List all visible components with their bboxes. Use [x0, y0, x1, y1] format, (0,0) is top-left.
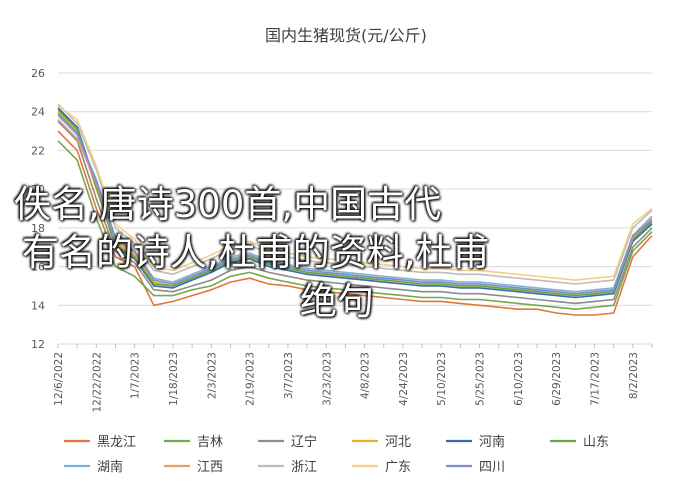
x-tick-label: 5/10/2023	[436, 352, 448, 406]
legend-label: 黑龙江	[97, 435, 136, 450]
y-tick-label: 18	[31, 222, 45, 235]
legend-item: 广东	[352, 460, 411, 475]
x-tick-label: 2/3/2023	[206, 352, 218, 399]
x-tick-label: 2/19/2023	[245, 352, 257, 406]
x-axis: 12/6/2022 12/22/2022 1/7/2023 1/18/2023 2/3/…	[53, 344, 653, 413]
legend-label: 山东	[583, 435, 609, 450]
x-tick-label: 3/23/2023	[321, 352, 333, 406]
legend-label: 河南	[479, 434, 505, 450]
x-tick-label: 6/10/2023	[513, 352, 525, 406]
legend-label: 湖南	[97, 459, 123, 475]
y-tick-label: 24	[31, 106, 45, 119]
legend-label: 浙江	[291, 460, 317, 475]
x-tick-label: 7/17/2023	[590, 352, 602, 406]
legend-item: 湖南	[64, 459, 123, 475]
legend-label: 江西	[197, 460, 223, 475]
x-tick-label: 3/7/2023	[283, 352, 295, 399]
y-axis: 12 14 16 18 20 22 24 26	[31, 67, 45, 351]
series-line-四川	[57, 113, 653, 295]
legend-label: 辽宁	[291, 434, 317, 450]
series-line-黑龙江	[57, 130, 653, 316]
y-tick-label: 14	[31, 299, 45, 312]
series-line-广东	[57, 105, 653, 281]
legend-item: 山东	[550, 435, 609, 450]
legend-item: 吉林	[164, 435, 223, 450]
series-line-河南	[57, 107, 653, 299]
x-tick-label: 5/25/2023	[475, 352, 487, 406]
legend-item: 黑龙江	[64, 435, 136, 450]
legend-item: 辽宁	[258, 434, 317, 450]
legend-item: 浙江	[258, 460, 317, 475]
legend-label: 四川	[479, 460, 505, 475]
series-line-湖南	[57, 115, 653, 293]
series-line-辽宁	[57, 120, 653, 305]
chart-title: 国内生猪现货(元/公斤)	[265, 26, 427, 45]
x-tick-label: 12/22/2022	[91, 352, 103, 413]
y-tick-label: 26	[31, 67, 45, 80]
legend-item: 四川	[446, 460, 505, 475]
x-tick-label: 4/8/2023	[360, 352, 372, 399]
y-tick-label: 16	[31, 261, 45, 274]
x-tick-label: 12/6/2022	[53, 352, 65, 406]
x-tick-label: 8/2/2023	[628, 352, 640, 399]
legend-label: 广东	[385, 460, 411, 475]
gridlines	[58, 72, 652, 345]
legend-label: 吉林	[197, 435, 223, 450]
x-tick-label: 1/7/2023	[130, 352, 142, 399]
x-tick-label: 1/18/2023	[168, 352, 180, 406]
series-line-山东	[57, 109, 653, 297]
series-lines	[57, 103, 653, 316]
legend-label: 河北	[385, 435, 411, 450]
y-tick-label: 20	[31, 183, 45, 196]
legend-item: 江西	[164, 460, 223, 475]
y-tick-label: 12	[31, 338, 45, 351]
legend-item: 河北	[352, 435, 411, 450]
legend-item: 河南	[446, 434, 505, 450]
x-tick-label: 6/29/2023	[551, 352, 563, 406]
series-line-吉林	[57, 140, 653, 311]
series-line-浙江	[57, 103, 653, 285]
x-tick-label: 4/24/2023	[398, 352, 410, 406]
y-tick-label: 22	[31, 144, 45, 157]
